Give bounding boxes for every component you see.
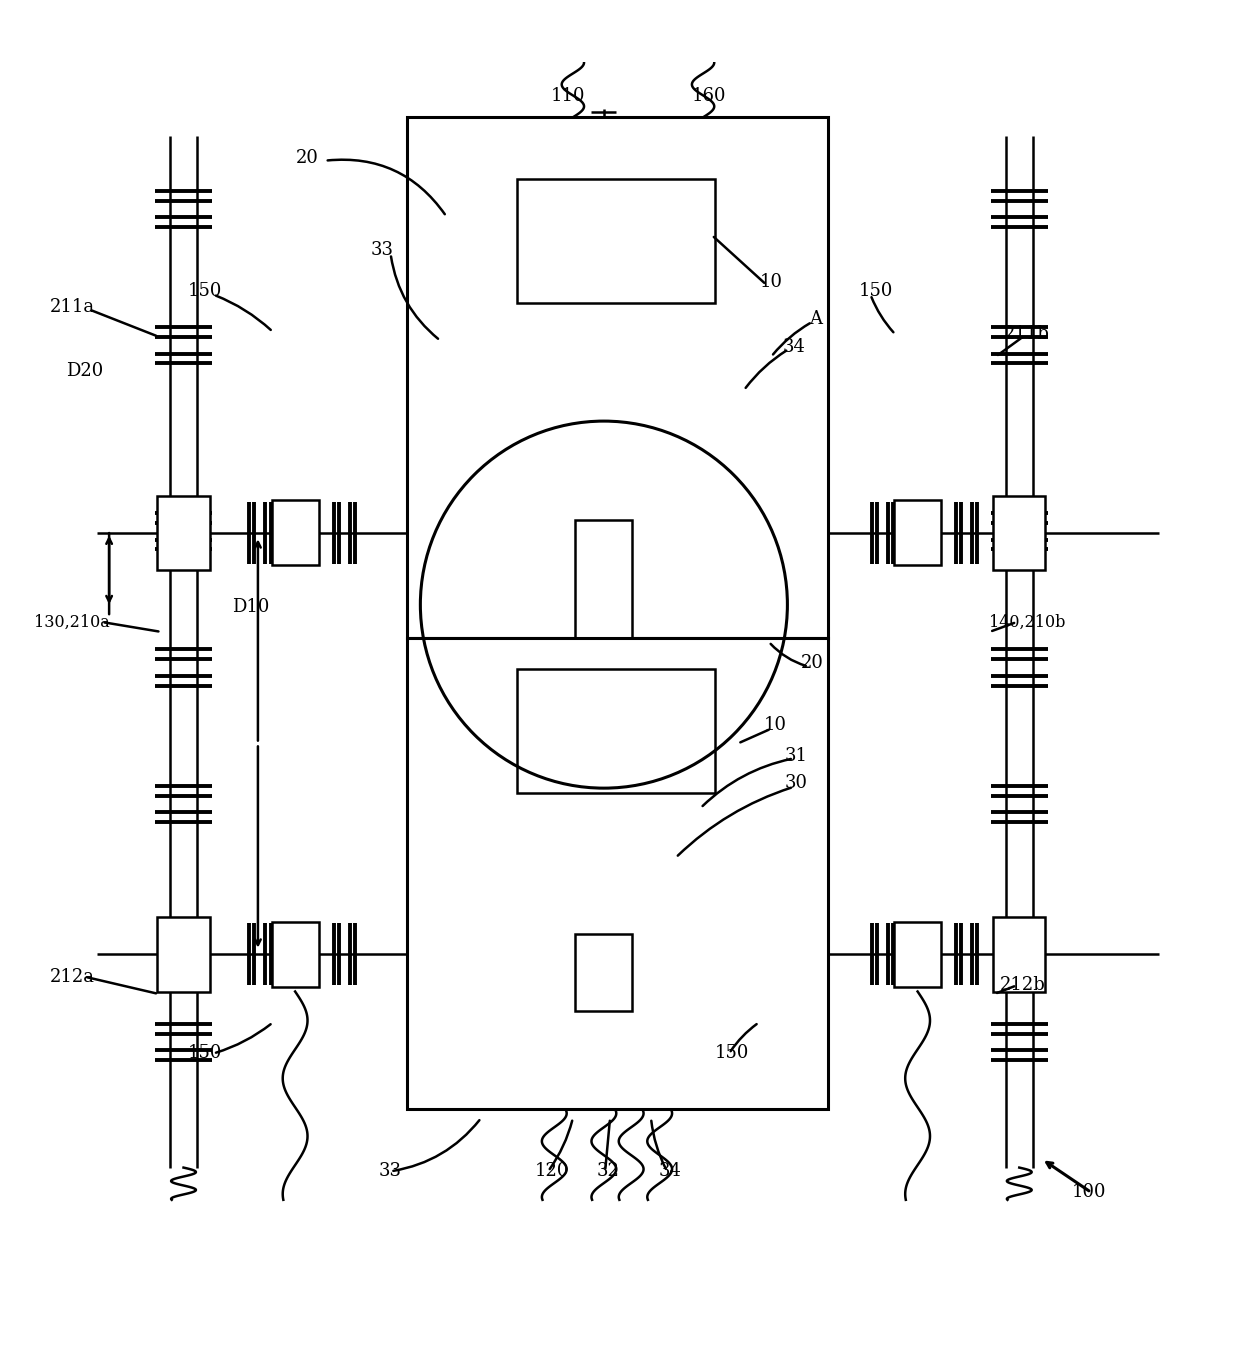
Text: 100: 100 [1071,1183,1106,1201]
Text: 10: 10 [760,273,782,292]
Text: 10: 10 [764,716,786,733]
Text: 160: 160 [692,87,727,105]
Text: 34: 34 [782,338,805,356]
Text: 212a: 212a [50,968,94,985]
Bar [517,669,715,793]
Bar [272,500,319,564]
Bar [517,180,715,304]
Text: D10: D10 [232,598,269,616]
Bar [407,117,828,638]
Bar [157,917,210,991]
Bar [894,500,941,564]
Text: 32: 32 [596,1163,619,1180]
Bar [157,496,210,570]
Text: 211b: 211b [1004,326,1049,343]
Text: 212b: 212b [1001,976,1045,994]
Bar [407,638,828,1109]
Bar [272,921,319,987]
Text: 110: 110 [551,87,585,105]
Bar [993,917,1045,991]
Bar [993,496,1045,570]
Text: 120: 120 [534,1163,569,1180]
Text: 140,210b: 140,210b [988,613,1065,631]
Text: D20: D20 [66,363,103,380]
Text: 20: 20 [296,149,319,168]
Text: 33: 33 [371,241,393,259]
Text: 211a: 211a [50,298,94,316]
Text: 30: 30 [785,774,807,792]
Text: 150: 150 [187,1044,222,1063]
Text: 130,210a: 130,210a [33,613,110,631]
Bar [575,935,632,1011]
Text: 150: 150 [714,1044,749,1063]
Text: 34: 34 [658,1163,681,1180]
Text: 31: 31 [785,747,807,765]
Text: A: A [810,311,822,328]
Bar [575,521,632,645]
Text: 20: 20 [801,654,823,672]
Bar [894,921,941,987]
Text: 33: 33 [379,1163,402,1180]
Text: 150: 150 [187,282,222,300]
Text: 150: 150 [858,282,893,300]
